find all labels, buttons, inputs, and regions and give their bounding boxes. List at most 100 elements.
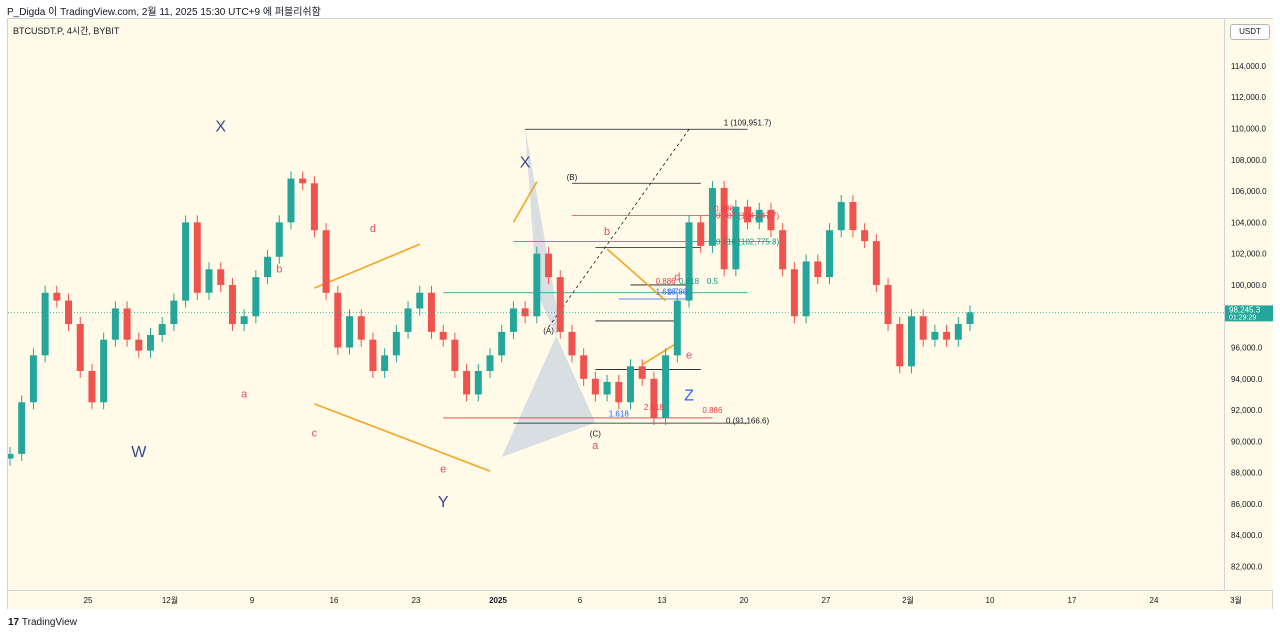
- candle-body: [790, 269, 798, 317]
- symbol-label[interactable]: BTCUSDT.P, 4시간, BYBIT: [13, 26, 120, 36]
- price-tick-label: 94,000.0: [1231, 375, 1263, 384]
- candle-body: [943, 331, 951, 340]
- wave-label: 0 (91,166.6): [726, 416, 769, 425]
- candle-body: [919, 316, 927, 340]
- candle-body: [966, 312, 974, 325]
- candle-body: [100, 339, 108, 403]
- candle-body: [240, 316, 248, 325]
- time-tick-label: 13: [658, 596, 667, 605]
- candle-body: [837, 202, 845, 231]
- candle-body: [884, 284, 892, 325]
- wave-label: d: [370, 223, 376, 235]
- candle-body: [662, 355, 670, 418]
- price-scale-canvas: 82,000.0 84,000.0 86,000.0 88,000.0 90,000.0…: [1225, 31, 1273, 572]
- time-axis[interactable]: 25 12월 9 16 23 2025 6 13 20 27 2월 10 17 24 3월: [8, 590, 1272, 609]
- candle-body: [217, 269, 225, 285]
- candle-body: [287, 178, 295, 223]
- price-tick-label: 82,000.0: [1231, 563, 1263, 572]
- price-tick-label: 110,000.0: [1231, 125, 1267, 134]
- candle-body: [673, 300, 681, 356]
- candle-body: [275, 222, 283, 257]
- chart-frame: [7, 18, 1273, 609]
- time-tick-label: 27: [822, 596, 831, 605]
- candle-body: [346, 316, 354, 348]
- candle-body: [41, 292, 49, 356]
- last-price-label: 98,245.3: [1229, 305, 1261, 314]
- candle-body: [111, 308, 119, 340]
- candle-body: [872, 241, 880, 285]
- wave-label: (B): [567, 173, 578, 182]
- candle-body: [474, 370, 482, 395]
- wave-label: a: [592, 440, 599, 452]
- wave-label: 0.5: [707, 277, 719, 286]
- candle-body: [299, 178, 307, 184]
- last-price-badge: [1225, 305, 1273, 322]
- candle-body: [404, 308, 412, 332]
- wave-label: 1.618: [656, 287, 677, 296]
- candle-body: [580, 355, 588, 379]
- tradingview-brand: TradingView: [21, 617, 77, 628]
- candle-body: [88, 370, 96, 403]
- candle-body: [849, 202, 857, 231]
- candle-body: [521, 308, 529, 317]
- wave-label: 0.618 (102,775.8): [716, 237, 779, 246]
- candle-body: [744, 206, 752, 223]
- trendline-1: [314, 403, 491, 472]
- candle-body: [463, 370, 471, 395]
- currency-button[interactable]: USDT: [1230, 24, 1270, 40]
- wave-label: 1 (109,951.7): [724, 118, 772, 127]
- candle-body: [205, 269, 213, 293]
- wave-label: Y: [438, 494, 449, 511]
- footer: 17 TradingView: [0, 610, 1280, 634]
- candle-body: [369, 339, 377, 371]
- candle-body: [755, 209, 763, 223]
- candle-body: [135, 339, 143, 351]
- candle-body: [123, 308, 131, 340]
- candle-body: [18, 402, 26, 454]
- wave-label: 0.886: [702, 406, 723, 415]
- candle-body: [802, 261, 810, 317]
- price-tick-label: 86,000.0: [1231, 500, 1263, 509]
- wave-label: (C): [590, 430, 601, 439]
- time-tick-label: 6: [578, 596, 583, 605]
- time-tick-label: 3월: [1230, 595, 1242, 605]
- time-tick-label: 24: [1150, 596, 1159, 605]
- candle-body: [182, 222, 190, 301]
- candle-body: [650, 378, 658, 418]
- time-tick-label: 12월: [162, 595, 178, 605]
- candle-body: [533, 253, 541, 317]
- candle-body: [158, 324, 166, 336]
- price-tick-label: 102,000.0: [1231, 250, 1267, 259]
- time-tick-label: 10: [986, 596, 995, 605]
- wave-label: 1.618: [609, 409, 630, 418]
- candle-body: [767, 209, 775, 231]
- candle-body: [826, 230, 834, 278]
- candle-body: [8, 453, 14, 459]
- candle-body: [556, 277, 564, 332]
- wave-label: b: [604, 226, 610, 238]
- price-tick-label: 90,000.0: [1231, 437, 1263, 446]
- time-tick-label: 2025: [489, 596, 507, 605]
- price-tick-label: 112,000.0: [1231, 93, 1267, 102]
- trendline-3: [606, 248, 667, 302]
- time-tick-label: 2월: [902, 595, 914, 605]
- price-tick-label: 108,000.0: [1231, 156, 1267, 165]
- trendline-4: [641, 342, 678, 366]
- time-tick-label: 16: [330, 596, 339, 605]
- candle-body: [322, 230, 330, 293]
- wave-label: b: [276, 263, 282, 275]
- price-tick-label: 92,000.0: [1231, 406, 1263, 415]
- time-tick-label: 25: [84, 596, 93, 605]
- price-tick-label: 100,000.0: [1231, 281, 1267, 290]
- wave-label: 0.707 (104,447.7): [716, 211, 779, 220]
- price-tick-label: 114,000.0: [1231, 62, 1267, 71]
- header-bar: P_Digda 이 TradingView.com, 2월 11, 2025 1…: [0, 0, 1280, 18]
- time-tick-label: 17: [1068, 596, 1077, 605]
- wave-label: c: [651, 379, 657, 391]
- candle-body: [708, 187, 716, 246]
- wave-label: 0.886: [656, 277, 677, 286]
- price-scale[interactable]: 82,000.0 84,000.0 86,000.0 88,000.0 90,000.0…: [1224, 19, 1273, 590]
- candle-body: [545, 253, 553, 278]
